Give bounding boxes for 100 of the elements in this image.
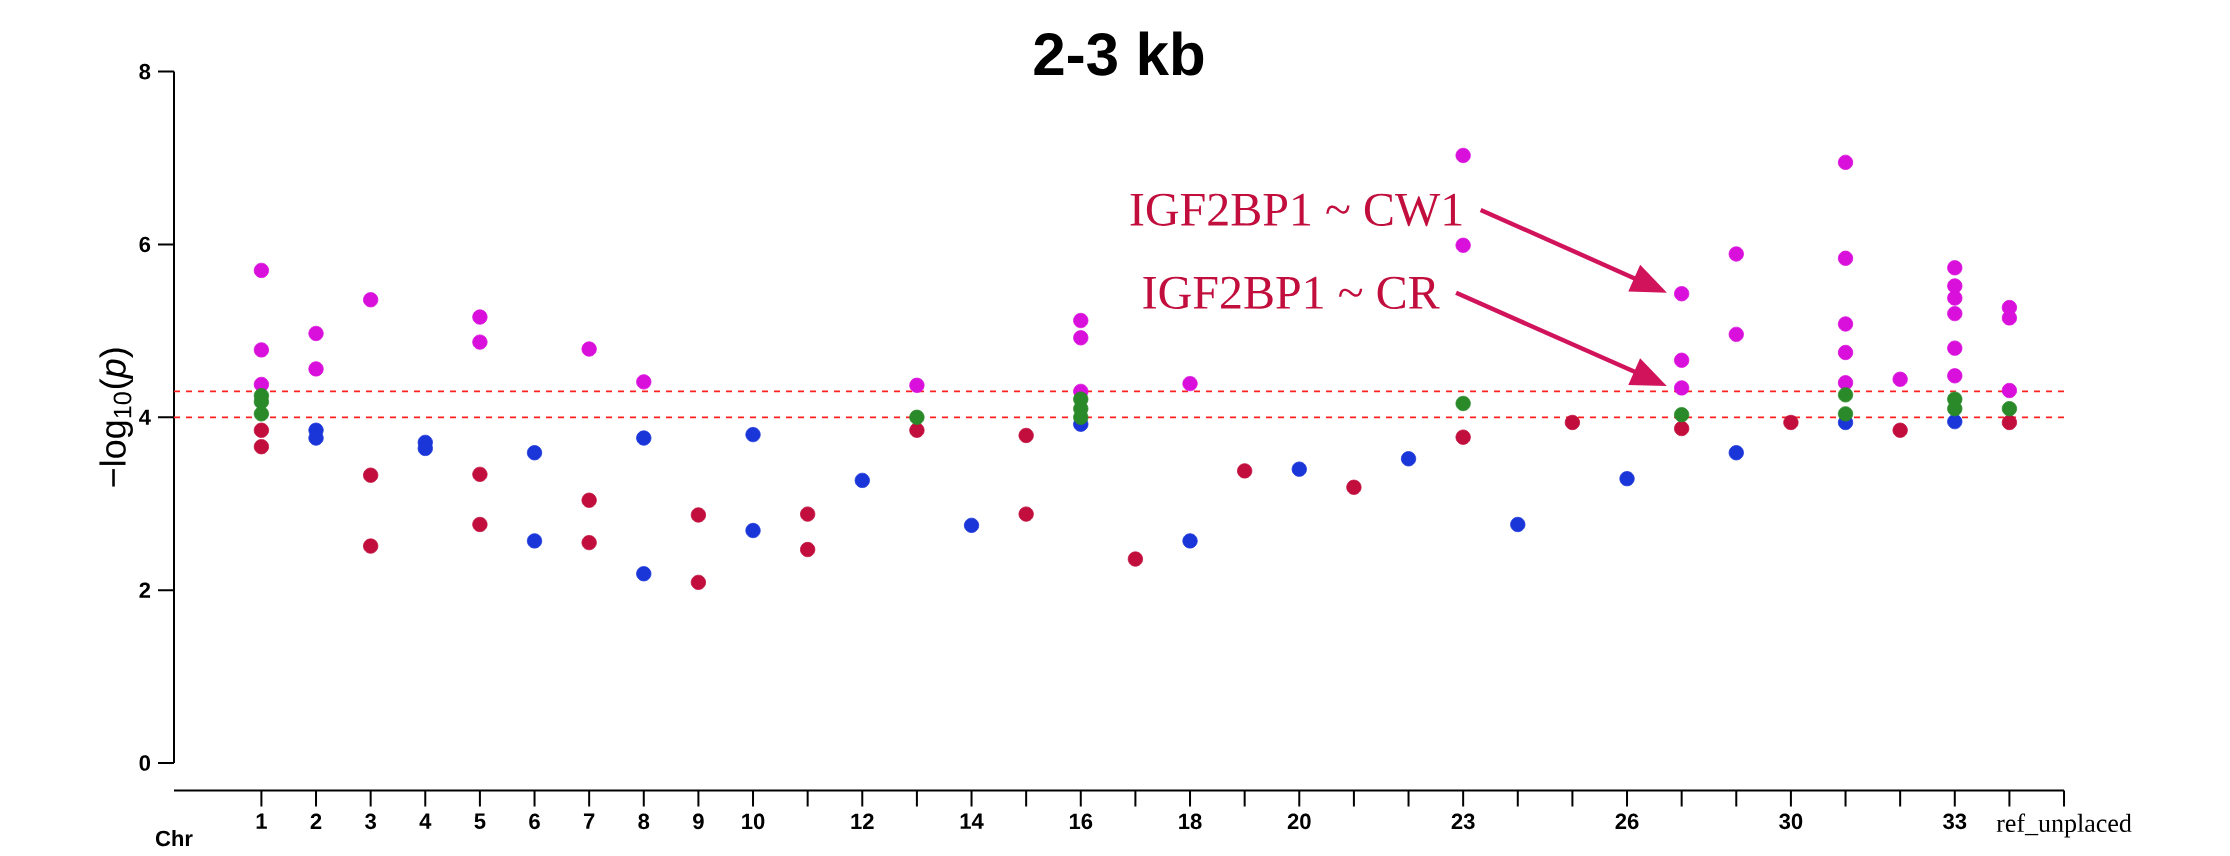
point (636, 566, 652, 582)
point (1018, 427, 1034, 444)
point (745, 522, 761, 539)
point (1674, 380, 1690, 396)
point (909, 422, 925, 438)
point (1674, 286, 1690, 302)
point (800, 506, 816, 522)
point (1073, 330, 1089, 346)
chart-title: 2-3 kb (1034, 31, 1204, 76)
point (1947, 414, 1963, 430)
point (472, 334, 488, 350)
x-tick-label: 30 (1779, 813, 1803, 830)
point (1455, 147, 1471, 164)
point (636, 374, 652, 390)
point (1346, 479, 1362, 495)
point (1947, 290, 1963, 306)
point (1073, 312, 1089, 329)
point (1837, 344, 1854, 361)
point (581, 341, 597, 357)
point (800, 541, 816, 558)
point (526, 445, 543, 461)
point (1455, 395, 1471, 412)
point (690, 507, 706, 523)
x-axis-title: Chr (155, 830, 193, 847)
y-tick-label: 0 (139, 755, 151, 771)
y-tick-label: 8 (139, 63, 151, 80)
point (1674, 420, 1690, 437)
point (1837, 406, 1854, 422)
point (1674, 407, 1690, 423)
x-tick-label: 7 (583, 813, 595, 829)
point (253, 262, 269, 278)
x-tick-label: 5 (474, 813, 486, 829)
point (1947, 260, 1963, 276)
point (2001, 414, 2018, 431)
x-tick-label: 2 (310, 813, 322, 829)
y-tick-label: 6 (139, 236, 151, 253)
point (1182, 376, 1198, 392)
point (526, 533, 543, 549)
point (1892, 422, 1908, 438)
y-tick-label: 2 (139, 582, 151, 598)
point (1237, 463, 1253, 479)
point (1837, 250, 1854, 266)
point (363, 538, 379, 554)
point (363, 292, 379, 308)
y-tick-label: 4 (139, 409, 151, 425)
point (253, 422, 269, 438)
x-tick-label: 14 (960, 813, 984, 829)
x-tick-label: 26 (1615, 813, 1639, 830)
point (1182, 533, 1198, 549)
point (1947, 306, 1963, 322)
point (1728, 326, 1744, 342)
point (1564, 414, 1581, 431)
point (253, 439, 269, 455)
point (1837, 387, 1854, 403)
point (1127, 551, 1143, 567)
point (472, 466, 488, 482)
point (963, 517, 980, 533)
x-tick-label: 20 (1287, 813, 1311, 830)
point (690, 574, 706, 590)
point (1018, 506, 1034, 522)
point (1400, 451, 1417, 467)
point (308, 361, 324, 377)
point (581, 492, 597, 508)
point (1455, 237, 1471, 253)
point (1947, 340, 1963, 356)
x-tick-label: 12 (851, 813, 874, 829)
point (2001, 401, 2018, 417)
x-tick-label: 3 (365, 813, 376, 830)
point (1892, 371, 1908, 387)
point (909, 409, 925, 425)
x-tick-label: 10 (742, 813, 765, 830)
point (1455, 429, 1471, 445)
point (636, 430, 652, 446)
point (1837, 154, 1854, 170)
point (1291, 461, 1307, 477)
x-tick-label: 8 (638, 813, 650, 830)
point (581, 535, 597, 551)
x-tick-label: 16 (1069, 813, 1093, 830)
x-tick-label: 9 (693, 813, 704, 830)
point (1947, 278, 1963, 294)
x-tick-label: 1 (256, 813, 267, 829)
point (1947, 368, 1963, 384)
point (1837, 316, 1854, 332)
point (472, 516, 488, 533)
point (308, 325, 324, 342)
x-tick-label: ref_unplaced (1996, 813, 2132, 838)
point (1728, 445, 1744, 461)
x-tick-label: 4 (419, 813, 432, 829)
point (253, 342, 269, 358)
x-tick-label: 18 (1179, 813, 1202, 830)
point (253, 406, 269, 422)
y-axis-title: −log$_{10}$(p) (99, 348, 133, 487)
point (1783, 414, 1799, 431)
point (2001, 382, 2018, 399)
point (1619, 471, 1635, 487)
point (2001, 310, 2018, 326)
point (1510, 516, 1526, 533)
x-tick-label: 33 (1943, 813, 1967, 830)
point (472, 309, 488, 325)
point (363, 467, 379, 483)
